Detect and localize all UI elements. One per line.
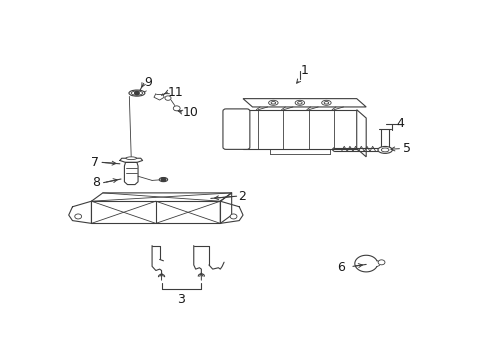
Circle shape bbox=[164, 96, 171, 100]
Circle shape bbox=[134, 91, 139, 95]
Polygon shape bbox=[243, 110, 356, 149]
Text: 8: 8 bbox=[92, 176, 101, 189]
Text: 6: 6 bbox=[336, 261, 344, 274]
Circle shape bbox=[75, 214, 81, 219]
Ellipse shape bbox=[381, 148, 388, 152]
Circle shape bbox=[173, 106, 180, 111]
Ellipse shape bbox=[295, 100, 304, 105]
Circle shape bbox=[377, 260, 384, 265]
Circle shape bbox=[230, 214, 237, 219]
Ellipse shape bbox=[159, 177, 167, 182]
Text: 3: 3 bbox=[177, 293, 185, 306]
Text: 2: 2 bbox=[237, 190, 245, 203]
Text: 4: 4 bbox=[396, 117, 404, 130]
Text: 5: 5 bbox=[402, 142, 410, 155]
Text: 7: 7 bbox=[91, 156, 99, 169]
Ellipse shape bbox=[321, 100, 330, 105]
Ellipse shape bbox=[270, 102, 275, 104]
Ellipse shape bbox=[126, 157, 136, 159]
Text: 10: 10 bbox=[182, 106, 198, 119]
Ellipse shape bbox=[268, 100, 278, 105]
Polygon shape bbox=[243, 99, 366, 107]
FancyBboxPatch shape bbox=[223, 109, 249, 149]
Ellipse shape bbox=[377, 147, 391, 153]
Ellipse shape bbox=[131, 91, 142, 95]
Text: 11: 11 bbox=[168, 86, 183, 99]
Polygon shape bbox=[356, 110, 366, 157]
Circle shape bbox=[161, 178, 165, 181]
Ellipse shape bbox=[324, 102, 328, 104]
Ellipse shape bbox=[297, 102, 302, 104]
Text: 1: 1 bbox=[301, 64, 308, 77]
Text: 9: 9 bbox=[144, 76, 152, 89]
Ellipse shape bbox=[129, 90, 144, 96]
